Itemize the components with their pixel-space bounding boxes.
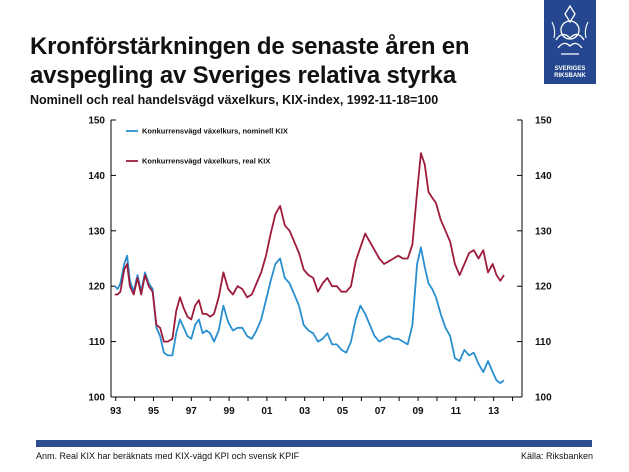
y-tick-left-label: 120 bbox=[88, 282, 105, 293]
chart-subtitle: Nominell och real handelsvägd växelkurs,… bbox=[30, 93, 439, 107]
x-tick-label: 11 bbox=[451, 406, 462, 417]
x-tick-label: 09 bbox=[413, 406, 425, 417]
x-tick-label: 97 bbox=[186, 406, 198, 417]
x-tick-label: 01 bbox=[261, 406, 273, 417]
crest-icon bbox=[551, 4, 589, 55]
footer-bar bbox=[36, 440, 592, 447]
y-tick-right-label: 130 bbox=[535, 226, 552, 237]
x-tick-label: 03 bbox=[299, 406, 311, 417]
logo-text-line1: SVERIGES bbox=[554, 66, 586, 72]
x-tick-label: 07 bbox=[375, 406, 387, 417]
x-tick-label: 05 bbox=[337, 406, 349, 417]
y-tick-left-label: 110 bbox=[89, 337, 106, 348]
logo-text-line2: RIKSBANK bbox=[554, 73, 586, 79]
x-tick-label: 93 bbox=[110, 406, 122, 417]
footnote: Anm. Real KIX har beräknats med KIX-vägd… bbox=[36, 451, 300, 461]
y-tick-left-label: 130 bbox=[88, 226, 105, 237]
y-tick-left-label: 150 bbox=[88, 116, 105, 127]
y-tick-right-label: 100 bbox=[535, 393, 552, 404]
series-line-nominal-kix bbox=[114, 246, 505, 384]
y-tick-right-label: 150 bbox=[535, 116, 552, 127]
legend-label: Konkurrensvägd växelkurs, real KIX bbox=[142, 157, 270, 166]
legend-label: Konkurrensvägd växelkurs, nominell KIX bbox=[142, 127, 288, 136]
y-tick-left-label: 100 bbox=[88, 393, 105, 404]
y-tick-left-label: 140 bbox=[88, 171, 105, 182]
source-label: Källa: Riksbanken bbox=[520, 451, 593, 461]
x-tick-label: 99 bbox=[224, 406, 236, 417]
y-tick-right-label: 120 bbox=[535, 282, 552, 293]
page-title: Kronförstärkningen de senaste åren en av… bbox=[30, 33, 470, 89]
riksbank-logo: SVERIGES RIKSBANK bbox=[544, 0, 596, 84]
series-line-real-kix bbox=[114, 152, 505, 343]
y-tick-right-label: 140 bbox=[535, 171, 552, 182]
x-tick-label: 95 bbox=[148, 406, 160, 417]
x-tick-label: 13 bbox=[488, 406, 500, 417]
y-tick-right-label: 110 bbox=[535, 337, 552, 348]
